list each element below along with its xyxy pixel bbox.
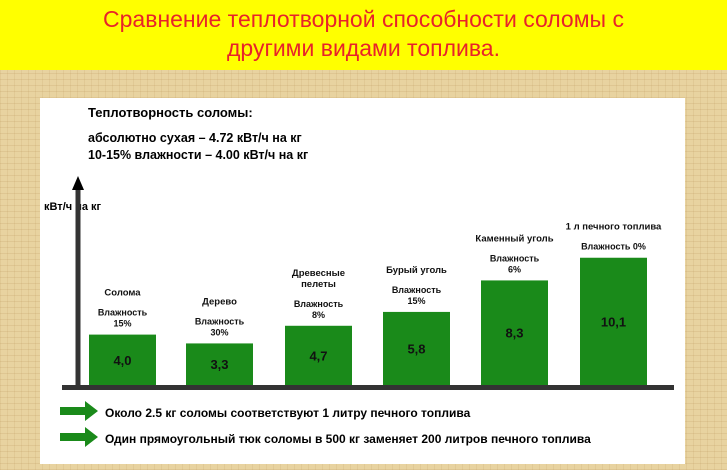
moisture-label: 15% — [113, 319, 131, 329]
y-axis-label: кВт/ч на кг — [44, 201, 102, 213]
moisture-label: Влажность — [195, 316, 245, 326]
footnote-arrow-icon — [60, 401, 98, 421]
bar-value-label: 10,1 — [601, 314, 626, 329]
moisture-label: 8% — [312, 310, 325, 320]
footnote-1: Около 2.5 кг соломы соответствуют 1 литр… — [105, 406, 471, 420]
y-axis-arrow — [72, 176, 84, 190]
moisture-label: Влажность 0% — [581, 242, 646, 252]
bar — [186, 343, 253, 385]
bar — [89, 334, 156, 385]
moisture-label: 15% — [407, 296, 425, 306]
title-line-2: другими видами топлива. — [226, 35, 500, 61]
moisture-label: Влажность — [490, 253, 540, 263]
moisture-label: Влажность — [294, 299, 344, 309]
chart-panel: Теплотворность соломы: абсолютно сухая –… — [40, 98, 685, 464]
category-label: Древесные — [292, 268, 345, 279]
bar-chart: 4,0СоломаВлажность15%3,3ДеревоВлажность3… — [60, 176, 674, 447]
info-line-moist: 10-15% влажности – 4.00 кВт/ч на кг — [88, 148, 309, 162]
bar — [383, 311, 450, 385]
title-banner: Сравнение теплотворной способности солом… — [0, 0, 727, 70]
bar-value-label: 5,8 — [407, 341, 425, 356]
moisture-label: Влажность — [392, 285, 442, 295]
bar-value-label: 3,3 — [210, 357, 228, 372]
category-label: Солома — [104, 288, 141, 299]
category-label: Каменный уголь — [475, 233, 553, 244]
footnote-arrow-icon — [60, 427, 98, 447]
category-label: пелеты — [301, 279, 336, 290]
category-label: Дерево — [202, 296, 237, 307]
bar — [580, 257, 647, 385]
bar — [285, 325, 352, 385]
info-line-dry: абсолютно сухая – 4.72 кВт/ч на кг — [88, 131, 302, 145]
category-label: Бурый уголь — [386, 265, 447, 276]
moisture-label: Влажность — [98, 308, 148, 318]
title-line-1: Сравнение теплотворной способности солом… — [103, 6, 624, 32]
info-heading: Теплотворность соломы: — [88, 105, 253, 120]
category-label: 1 л печного топлива — [566, 222, 662, 233]
bar-value-label: 4,7 — [309, 348, 327, 363]
moisture-label: 30% — [210, 327, 228, 337]
x-axis — [62, 385, 674, 390]
bar — [481, 280, 548, 385]
bar-value-label: 8,3 — [505, 326, 523, 341]
bar-value-label: 4,0 — [113, 353, 131, 368]
footnote-2: Один прямоугольный тюк соломы в 500 кг з… — [105, 432, 591, 446]
moisture-label: 6% — [508, 264, 521, 274]
